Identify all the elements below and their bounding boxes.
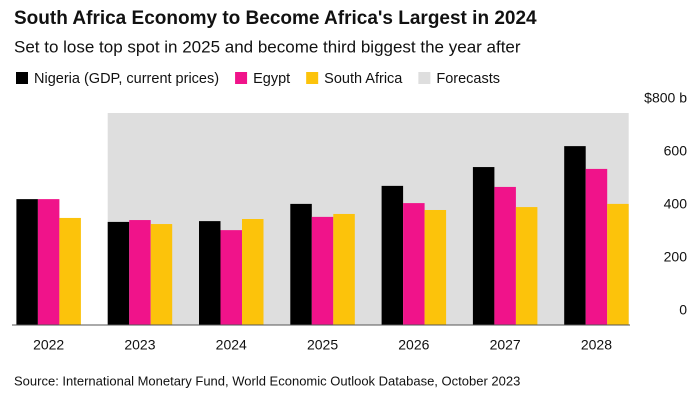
bar: [381, 185, 404, 325]
bar: [199, 221, 221, 325]
x-tick-label: 2026: [398, 337, 429, 353]
legend-label: Egypt: [253, 71, 290, 87]
bar: [150, 224, 173, 325]
bar: [107, 221, 130, 325]
bar: [494, 186, 516, 325]
legend-swatch: [306, 72, 319, 84]
forecast-shading: [107, 113, 629, 325]
x-tick-label: 2027: [490, 337, 521, 353]
legend-swatch: [16, 72, 28, 84]
x-tick-label: 2023: [124, 337, 155, 353]
bar: [16, 199, 38, 325]
bar: [585, 168, 608, 325]
y-tick-label: 200: [664, 249, 688, 265]
bar: [220, 230, 242, 325]
chart-title: South Africa Economy to Become Africa's …: [14, 8, 537, 29]
bar: [59, 217, 81, 325]
bar: [607, 203, 629, 325]
source-note: Source: International Monetary Fund, Wor…: [14, 373, 520, 388]
x-tick-label: 2028: [581, 337, 612, 353]
x-tick-label: 2022: [33, 337, 64, 353]
bar: [242, 219, 264, 325]
legend-label: Nigeria (GDP, current prices): [34, 71, 219, 87]
bar: [472, 167, 495, 325]
bar: [129, 220, 151, 325]
legend-label: South Africa: [324, 71, 403, 87]
x-tick-label: 2025: [307, 337, 338, 353]
legend-swatch: [235, 72, 248, 84]
bar: [515, 207, 538, 325]
bar: [311, 216, 334, 325]
chart-subtitle: Set to lose top spot in 2025 and become …: [14, 37, 521, 56]
bar: [403, 203, 425, 325]
bar: [424, 209, 447, 325]
bar: [333, 213, 355, 325]
bar: [37, 199, 60, 325]
legend-swatch: [418, 72, 431, 84]
y-tick-label: $800 b: [644, 90, 687, 106]
x-tick-label: 2024: [216, 337, 247, 353]
y-tick-label: 400: [664, 196, 688, 212]
bar: [290, 203, 312, 325]
legend-label: Forecasts: [436, 71, 500, 87]
y-tick-label: 600: [664, 143, 688, 159]
y-tick-label: 0: [679, 302, 687, 318]
bar: [564, 146, 586, 325]
